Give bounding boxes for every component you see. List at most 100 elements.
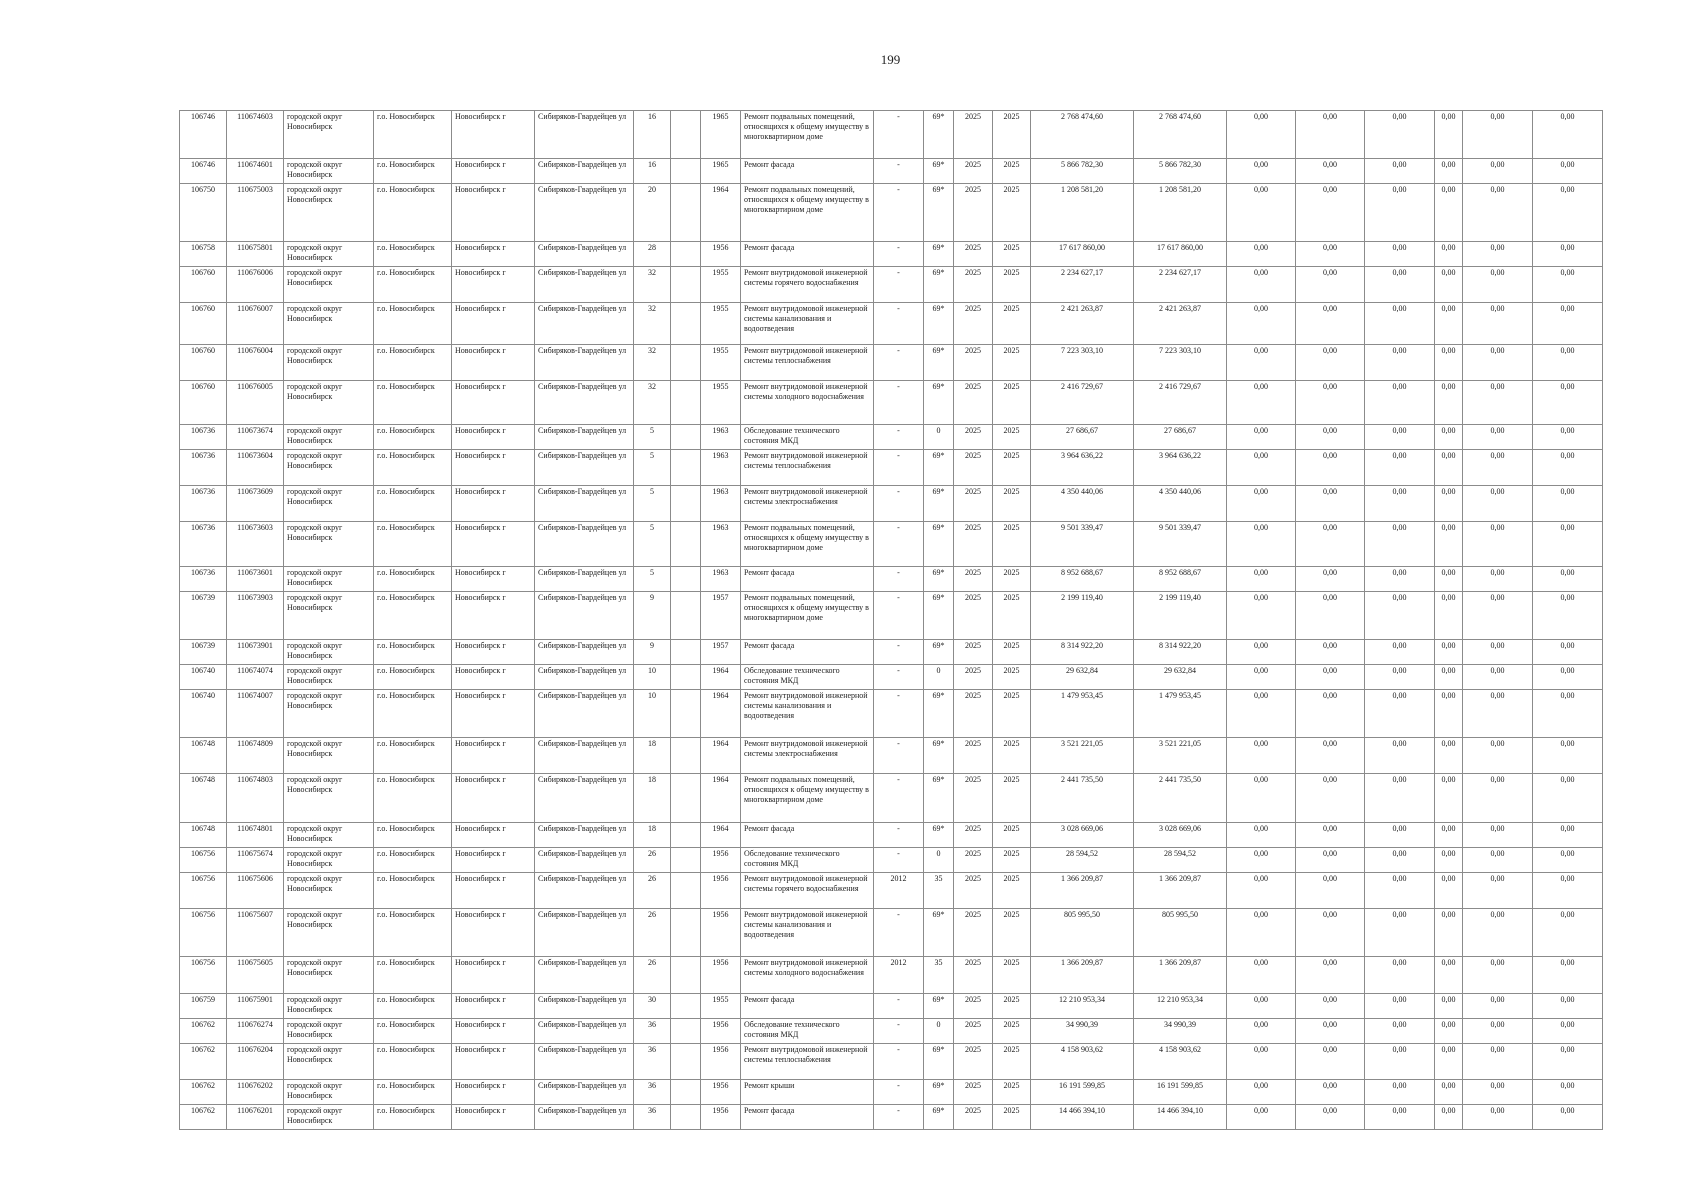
table-cell: 0,00: [1226, 1043, 1296, 1080]
table-cell: Ремонт фасада: [740, 822, 874, 848]
table-cell: городской округ Новосибирск: [283, 266, 374, 303]
table-cell: 106760: [179, 344, 227, 381]
table-cell: 106762: [179, 1104, 227, 1130]
table-cell: 12 210 953,34: [1030, 993, 1134, 1019]
table-cell: 2025: [953, 872, 993, 909]
table-cell: 110673601: [226, 566, 284, 592]
table-row: 106756 110675605 городской округ Новосибир…: [179, 956, 1603, 994]
table-cell: 1 366 209,87: [1133, 872, 1227, 909]
table-cell: 2025: [953, 1018, 993, 1044]
table-cell: 106762: [179, 1043, 227, 1080]
table-cell: 0,00: [1364, 241, 1435, 267]
table-cell: 0,00: [1462, 689, 1533, 738]
table-cell: 0,00: [1226, 737, 1296, 774]
table-cell: Ремонт внутридомовой инженерной системы …: [740, 908, 874, 957]
table-row: 106760 110676005 городской округ Новосибир…: [179, 380, 1603, 425]
table-cell: 0,00: [1434, 872, 1463, 909]
table-cell: 110675606: [226, 872, 284, 909]
table-cell: 8 314 922,20: [1030, 639, 1134, 665]
table-cell: 28 594,52: [1133, 847, 1227, 873]
table-cell: 29 632,84: [1133, 664, 1227, 690]
table-cell: 2 421 263,87: [1133, 302, 1227, 345]
table-row: 106746 110674601 городской округ Новосибир…: [179, 158, 1603, 184]
table-cell: Сибиряков-Гвардейцев ул: [534, 1104, 634, 1130]
table-cell: 0,00: [1295, 591, 1365, 640]
table-cell: [670, 872, 701, 909]
table-cell: [670, 566, 701, 592]
table-cell: Ремонт фасада: [740, 639, 874, 665]
table-cell: -: [873, 908, 924, 957]
table-cell: 110674074: [226, 664, 284, 690]
table-cell: 106758: [179, 241, 227, 267]
table-cell: 0,00: [1434, 158, 1463, 184]
table-cell: [670, 737, 701, 774]
table-cell: 0,00: [1295, 521, 1365, 567]
table-row: 106756 110675607 городской округ Новосибир…: [179, 908, 1603, 957]
table-cell: Новосибирск г: [451, 993, 535, 1019]
table-cell: Сибиряков-Гвардейцев ул: [534, 737, 634, 774]
table-cell: 16: [633, 110, 671, 159]
table-cell: 0,00: [1364, 993, 1435, 1019]
table-cell: 1 208 581,20: [1133, 183, 1227, 242]
table-cell: Сибиряков-Гвардейцев ул: [534, 266, 634, 303]
table-cell: Сибиряков-Гвардейцев ул: [534, 847, 634, 873]
table-cell: Новосибирск г: [451, 822, 535, 848]
table-cell: Ремонт внутридомовой инженерной системы …: [740, 1043, 874, 1080]
table-cell: -: [873, 424, 924, 450]
table-cell: 2025: [992, 485, 1031, 522]
table-cell: 0,00: [1532, 956, 1603, 994]
table-cell: 0,00: [1364, 639, 1435, 665]
table-cell: 9 501 339,47: [1030, 521, 1134, 567]
table-cell: 0,00: [1532, 241, 1603, 267]
table-cell: 0,00: [1295, 424, 1365, 450]
table-cell: городской округ Новосибирск: [283, 908, 374, 957]
table-cell: [670, 1043, 701, 1080]
table-cell: 106759: [179, 993, 227, 1019]
table-cell: -: [873, 773, 924, 823]
table-cell: 2025: [953, 956, 993, 994]
table-cell: [670, 344, 701, 381]
table-cell: 0,00: [1364, 1018, 1435, 1044]
table-cell: г.о. Новосибирск: [373, 566, 452, 592]
table-cell: 0,00: [1462, 847, 1533, 873]
table-cell: городской округ Новосибирск: [283, 485, 374, 522]
table-cell: 0,00: [1532, 773, 1603, 823]
table-cell: 2025: [953, 1043, 993, 1080]
table-cell: 106736: [179, 521, 227, 567]
table-cell: 0,00: [1295, 380, 1365, 425]
table-cell: Новосибирск г: [451, 521, 535, 567]
table-cell: 0,00: [1295, 110, 1365, 159]
table-cell: 0,00: [1295, 566, 1365, 592]
table-cell: 2 416 729,67: [1133, 380, 1227, 425]
table-cell: 2025: [953, 183, 993, 242]
table-cell: 2025: [953, 773, 993, 823]
table-cell: Ремонт внутридомовой инженерной системы …: [740, 956, 874, 994]
table-cell: 5: [633, 521, 671, 567]
table-cell: 110673604: [226, 449, 284, 486]
table-cell: Сибиряков-Гвардейцев ул: [534, 639, 634, 665]
table-cell: -: [873, 1104, 924, 1130]
table-cell: 1964: [700, 822, 741, 848]
table-cell: 110675801: [226, 241, 284, 267]
table-cell: 106748: [179, 822, 227, 848]
table-cell: г.о. Новосибирск: [373, 664, 452, 690]
table-row: 106762 110676202 городской округ Новосибир…: [179, 1079, 1603, 1105]
table-cell: 2025: [992, 773, 1031, 823]
table-cell: [670, 449, 701, 486]
table-cell: 1963: [700, 521, 741, 567]
table-cell: 0,00: [1532, 822, 1603, 848]
table-cell: 0,00: [1295, 1104, 1365, 1130]
table-cell: 0,00: [1434, 302, 1463, 345]
table-cell: 0,00: [1226, 639, 1296, 665]
table-cell: 0,00: [1532, 521, 1603, 567]
table-cell: 0,00: [1226, 449, 1296, 486]
table-cell: 1956: [700, 847, 741, 873]
table-cell: 0,00: [1295, 822, 1365, 848]
table-cell: 110673609: [226, 485, 284, 522]
table-cell: [670, 424, 701, 450]
table-cell: Сибиряков-Гвардейцев ул: [534, 241, 634, 267]
table-cell: 2025: [992, 1018, 1031, 1044]
table-cell: 1955: [700, 266, 741, 303]
table-cell: 0,00: [1462, 521, 1533, 567]
table-cell: 0,00: [1226, 110, 1296, 159]
